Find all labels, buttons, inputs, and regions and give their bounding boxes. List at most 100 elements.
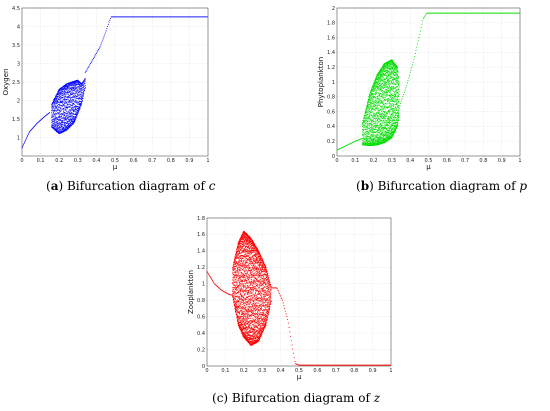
data-point bbox=[362, 144, 364, 146]
data-point bbox=[380, 116, 382, 118]
data-point bbox=[364, 139, 366, 141]
data-point bbox=[383, 67, 385, 69]
data-point bbox=[109, 17, 112, 20]
data-point bbox=[55, 123, 57, 125]
data-point bbox=[391, 110, 393, 112]
data-point bbox=[382, 136, 384, 138]
data-point bbox=[397, 119, 399, 121]
data-point bbox=[395, 86, 397, 88]
data-point bbox=[379, 85, 381, 87]
data-point bbox=[23, 144, 24, 146]
data-point bbox=[393, 67, 395, 69]
data-point bbox=[396, 91, 398, 93]
data-point bbox=[378, 115, 380, 117]
data-point bbox=[378, 74, 380, 76]
data-point bbox=[392, 125, 394, 127]
data-point bbox=[237, 315, 239, 317]
data-point bbox=[385, 138, 387, 140]
y-tick-label: 0.2 bbox=[327, 139, 335, 145]
data-point bbox=[59, 105, 61, 107]
y-axis-label: Zooplankton bbox=[187, 270, 195, 314]
data-point bbox=[62, 123, 64, 125]
data-point bbox=[388, 106, 390, 108]
data-point bbox=[54, 125, 56, 127]
data-point bbox=[383, 87, 385, 89]
data-point bbox=[384, 111, 386, 113]
data-point bbox=[395, 89, 397, 91]
data-point bbox=[391, 97, 393, 99]
data-point bbox=[388, 68, 390, 70]
data-point bbox=[237, 268, 239, 270]
data-point bbox=[64, 113, 66, 115]
data-point bbox=[73, 108, 75, 110]
data-point bbox=[383, 93, 385, 95]
data-point bbox=[61, 114, 63, 116]
data-point bbox=[238, 277, 240, 279]
data-point bbox=[57, 95, 59, 97]
data-point bbox=[375, 86, 377, 88]
data-point bbox=[64, 123, 66, 125]
data-point bbox=[363, 125, 365, 127]
data-point bbox=[232, 298, 234, 300]
data-point bbox=[377, 100, 379, 102]
data-point bbox=[385, 131, 387, 133]
data-point bbox=[380, 112, 382, 114]
data-point bbox=[367, 132, 369, 134]
data-point bbox=[371, 100, 373, 102]
data-point bbox=[381, 141, 383, 143]
data-point bbox=[73, 89, 75, 91]
y-tick-label: 1.6 bbox=[197, 232, 205, 238]
data-point bbox=[395, 75, 397, 77]
data-point bbox=[397, 122, 399, 124]
data-point bbox=[73, 86, 75, 88]
data-point bbox=[398, 99, 400, 101]
data-point bbox=[374, 137, 376, 139]
data-point bbox=[371, 109, 373, 111]
data-point bbox=[387, 126, 389, 128]
data-point bbox=[95, 52, 97, 54]
data-point bbox=[237, 280, 239, 282]
data-point bbox=[385, 96, 387, 98]
data-point bbox=[393, 95, 395, 97]
data-point bbox=[76, 83, 78, 85]
y-tick-label: 1 bbox=[17, 135, 20, 141]
data-point bbox=[397, 77, 399, 79]
data-point bbox=[102, 38, 104, 40]
data-point bbox=[78, 97, 80, 99]
data-point bbox=[376, 83, 378, 85]
data-point bbox=[67, 120, 69, 122]
data-point bbox=[391, 73, 393, 75]
data-point bbox=[389, 108, 391, 110]
y-tick-label: 0.6 bbox=[197, 314, 205, 320]
data-point bbox=[63, 86, 65, 88]
data-point bbox=[377, 126, 379, 128]
data-point bbox=[378, 73, 380, 75]
data-point bbox=[383, 103, 385, 105]
data-point bbox=[383, 126, 385, 128]
data-point bbox=[70, 116, 72, 118]
data-point bbox=[376, 117, 378, 119]
data-point bbox=[376, 129, 378, 131]
data-point bbox=[237, 273, 239, 275]
data-point bbox=[389, 116, 391, 118]
data-point bbox=[391, 104, 393, 106]
data-point bbox=[61, 128, 63, 130]
data-point bbox=[395, 98, 397, 100]
y-tick-label: 1.2 bbox=[197, 265, 205, 271]
data-point bbox=[75, 108, 77, 110]
data-point bbox=[365, 129, 367, 131]
y-tick-label: 0.8 bbox=[197, 298, 205, 304]
data-point bbox=[388, 101, 390, 103]
data-point bbox=[380, 127, 382, 129]
data-point bbox=[83, 88, 85, 90]
data-point bbox=[76, 87, 78, 89]
data-point bbox=[364, 120, 366, 122]
data-point bbox=[386, 73, 388, 75]
data-point bbox=[408, 77, 410, 79]
data-point bbox=[64, 97, 66, 99]
data-point bbox=[55, 120, 57, 122]
data-point bbox=[397, 72, 399, 74]
x-tick-label: 0.4 bbox=[277, 368, 285, 374]
data-point bbox=[389, 126, 391, 128]
data-point bbox=[379, 94, 381, 96]
